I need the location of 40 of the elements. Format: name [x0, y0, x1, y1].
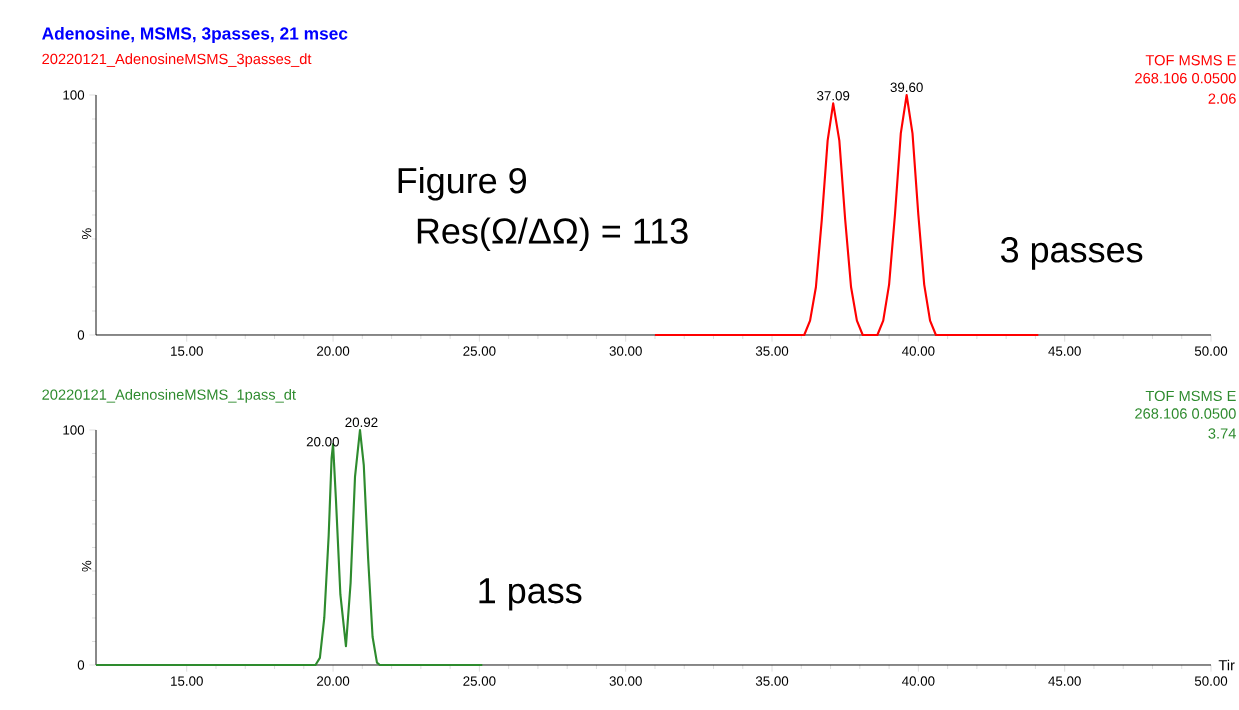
annotation: 37.09	[817, 91, 850, 101]
text: TOF MSMS E	[1145, 55, 1236, 66]
y-tick-label: 0	[77, 660, 85, 670]
x-tick-label: 35.00	[755, 676, 789, 686]
text: TOF MSMS E	[1145, 390, 1236, 402]
annotation: 3 passes	[1000, 237, 1143, 270]
x-tick-label: 40.00	[901, 346, 935, 356]
chart-subtitle: 20220121_AdenosineMSMS_3passes_dt	[42, 53, 312, 68]
annotation: 3.74	[1208, 428, 1236, 439]
chart-title: Adenosine, MSMS, 3passes, 21 msec	[42, 26, 348, 44]
annotation: 20.00	[306, 437, 339, 447]
y-tick-label: 100	[63, 90, 85, 100]
chart-subtitle: 20220121_AdenosineMSMS_1pass_dt	[42, 389, 296, 403]
annotation: Res(Ω/ΔΩ) = 113	[417, 217, 688, 251]
annotation: 2.06	[1208, 93, 1236, 104]
x-tick-label: 30.00	[609, 346, 642, 356]
x-tick-label: 30.00	[609, 676, 642, 686]
text: 268.106 0.0500	[1135, 408, 1236, 419]
text: 268.106 0.0500	[1135, 73, 1236, 84]
y-axis-title: %	[81, 560, 92, 572]
y-tick-label: 100	[63, 425, 85, 435]
x-tick-label: 15.00	[171, 346, 203, 356]
x-tick-label: 35.00	[755, 346, 789, 356]
annotation: 1 pass	[479, 578, 582, 611]
x-tick-label: 25.00	[463, 346, 496, 356]
x-tick-label: 25.00	[463, 676, 496, 686]
y-tick-label: 0	[77, 330, 85, 340]
annotation: 39.60	[890, 82, 923, 93]
y-axis-title: %	[81, 228, 92, 240]
x-tick-label: 45.00	[1048, 676, 1081, 686]
x-tick-label: 50.00	[1194, 346, 1228, 356]
x-tick-label: 20.00	[317, 676, 350, 686]
x-tick-label: 15.00	[171, 676, 203, 686]
x-tick-label: 50.00	[1194, 676, 1228, 686]
x-tick-label: 40.00	[901, 676, 935, 686]
annotation: Figure 9	[398, 167, 527, 201]
x-tick-label: 45.00	[1048, 346, 1081, 356]
annotation: 20.92	[345, 417, 378, 428]
x-tick-label: 20.00	[317, 346, 350, 356]
x-axis-title: Tir	[1218, 659, 1235, 671]
